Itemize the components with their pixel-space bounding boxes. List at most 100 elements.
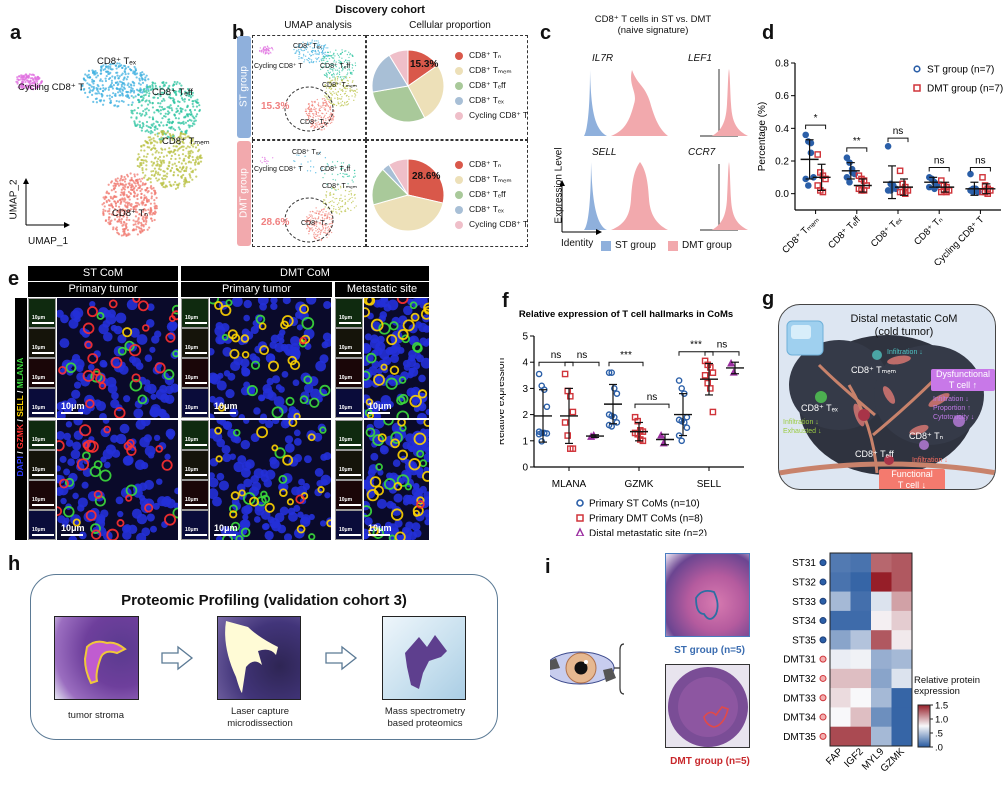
- umap-point: [131, 101, 134, 104]
- x-tick-label: SELL: [697, 479, 722, 490]
- umap-point: [169, 135, 172, 138]
- umap-point: [103, 205, 106, 208]
- umap-point: [322, 119, 325, 122]
- umap-point: [126, 216, 129, 219]
- umap-point: [28, 83, 31, 86]
- umap-point: [344, 198, 346, 201]
- umap-point: [185, 166, 188, 169]
- umap-point: [336, 94, 339, 96]
- y-tick-label: 0: [522, 463, 528, 474]
- umap-point: [150, 197, 153, 200]
- colorbar-title: Relative protein expression: [914, 675, 981, 697]
- umap-point: [297, 50, 299, 52]
- umap-point: [342, 162, 345, 164]
- umap-point: [143, 114, 147, 117]
- nucleus: [402, 359, 411, 368]
- umap-point: [168, 152, 171, 155]
- nucleus: [122, 530, 132, 540]
- umap-point: [324, 63, 326, 65]
- marker-signal: [423, 420, 429, 427]
- umap-point: [308, 108, 310, 110]
- umap-point: [340, 167, 342, 170]
- umap-point: [143, 176, 146, 179]
- umap-point: [328, 87, 330, 90]
- umap-point: [177, 147, 180, 151]
- marker-signal: [210, 298, 220, 305]
- umap-point: [346, 207, 349, 209]
- umap-point: [116, 200, 119, 204]
- umap-point: [311, 47, 314, 49]
- umap-point: [142, 219, 145, 222]
- umap-point: [324, 223, 326, 225]
- umap-point: [191, 137, 194, 141]
- umap-point: [141, 81, 145, 84]
- umap-point: [266, 162, 268, 165]
- umap-point: [319, 109, 321, 112]
- umap-point: [325, 191, 328, 193]
- umap-point: [123, 180, 127, 183]
- c-legend-dmt: DMT group: [667, 240, 732, 251]
- marker-signal: [271, 444, 279, 452]
- umap-point: [313, 236, 316, 239]
- umap-point: [188, 154, 191, 157]
- umap-point: [336, 77, 339, 80]
- nucleus: [59, 338, 70, 349]
- tmem-cell: [872, 350, 882, 360]
- umap-point: [177, 160, 181, 164]
- umap-point: [316, 126, 319, 128]
- umap-point: [138, 112, 142, 115]
- marker-signal: [165, 332, 176, 343]
- umap-point: [162, 155, 165, 158]
- umap-point: [150, 217, 153, 220]
- umap-point: [347, 103, 350, 105]
- umap-point: [106, 94, 109, 97]
- st-pie: [371, 49, 445, 123]
- umap-point: [295, 46, 297, 48]
- marker-signal: [398, 376, 407, 384]
- umap-point: [307, 41, 309, 43]
- umap-point: [126, 206, 129, 209]
- umap-point: [151, 153, 154, 156]
- umap-point: [314, 217, 316, 219]
- umap-point: [107, 192, 111, 195]
- umap-point: [337, 188, 339, 191]
- umap-point: [96, 83, 99, 87]
- umap-point: [116, 81, 119, 84]
- umap-point: [341, 211, 343, 213]
- channel-thumbnail: 10μm: [181, 358, 209, 388]
- marker-signal: [155, 445, 164, 453]
- nucleus: [105, 376, 117, 388]
- marker-signal: [364, 505, 373, 517]
- pie-legend-item: CD8⁺ Tₑff: [455, 187, 528, 202]
- panel-b-title: Discovery cohort: [335, 4, 425, 16]
- umap-point: [171, 138, 174, 142]
- umap-point: [310, 166, 312, 168]
- umap-point: [142, 216, 145, 219]
- marker-signal: [389, 365, 400, 375]
- nucleus: [67, 458, 75, 467]
- umap-point: [105, 190, 109, 193]
- umap-point: [159, 159, 162, 162]
- channel-name: MLANA: [15, 357, 25, 389]
- umap-point: [178, 139, 181, 142]
- umap-point: [337, 76, 340, 78]
- nucleus: [147, 452, 155, 459]
- marker-signal: [409, 301, 418, 310]
- umap-point: [354, 90, 357, 92]
- umap-point: [312, 54, 314, 56]
- umap-point: [138, 178, 141, 181]
- legend-label: ST group (n=7): [927, 65, 994, 76]
- umap-point: [111, 87, 115, 90]
- umap-point: [341, 96, 343, 98]
- umap-point: [328, 86, 330, 88]
- marker-signal: [370, 318, 384, 332]
- umap-point: [165, 123, 168, 126]
- channel-thumbnail: 10μm: [28, 510, 56, 540]
- umap-point: [145, 120, 149, 124]
- umap-point: [183, 157, 186, 160]
- umap-point: [164, 112, 167, 115]
- umap-point: [121, 228, 125, 231]
- nucleus: [158, 442, 167, 450]
- umap-point: [308, 117, 310, 120]
- umap-point: [318, 210, 320, 212]
